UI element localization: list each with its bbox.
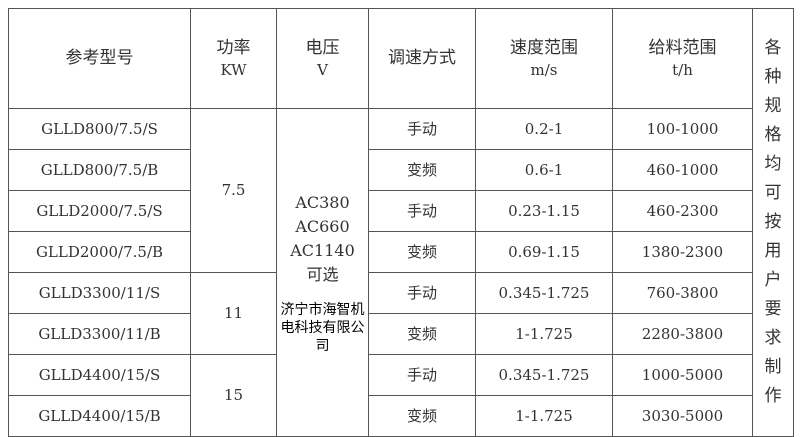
model-cell: GLLD3300/11/S [8,272,191,314]
model-cell: GLLD3300/11/B [8,313,191,355]
side-note-char: 制 [764,357,782,377]
table-row: GLLD4400/15/B 变频 1-1.725 3030-5000 [8,395,794,437]
table-row: GLLD800/7.5/B 变频 0.6-1 460-1000 [8,149,794,191]
header-model: 参考型号 [8,8,191,109]
side-note: 各种规格均可按用户要求制作 [752,8,794,437]
side-note-char: 户 [764,270,782,290]
header-speed: 速度范围 m/s [475,8,613,109]
speed-cell: 0.345-1.725 [475,354,613,396]
side-note-char: 求 [764,328,782,348]
power-cell: 7.5 [190,108,277,273]
speed-cell: 0.345-1.725 [475,272,613,314]
table-row: GLLD3300/11/B 变频 1-1.725 2280-3800 [8,313,794,355]
feed-cell: 460-2300 [612,190,753,232]
feed-cell: 2280-3800 [612,313,753,355]
mode-cell: 变频 [368,231,476,273]
feed-cell: 460-1000 [612,149,753,191]
mode-cell: 变频 [368,395,476,437]
side-note-char: 要 [764,299,782,319]
table-row: GLLD4400/15/S 15 手动 0.345-1.725 1000-5000 [8,354,794,437]
speed-cell: 0.23-1.15 [475,190,613,232]
header-voltage: 电压 V [276,8,369,109]
power-cell: 15 [190,354,277,437]
model-cell: GLLD4400/15/S [8,354,191,396]
table-row: GLLD800/7.5/S 7.5 AC380 AC660 AC1140 可选 济宁市海智机… [8,108,794,437]
side-note-char: 作 [764,386,782,406]
model-cell: GLLD800/7.5/S [8,108,191,150]
mode-cell: 变频 [368,313,476,355]
feed-cell: 1380-2300 [612,231,753,273]
model-cell: GLLD4400/15/B [8,395,191,437]
side-note-char: 格 [764,125,782,145]
power-cell: 11 [190,272,277,355]
header-mode: 调速方式 [368,8,476,109]
speed-cell: 0.69-1.15 [475,231,613,273]
model-cell: GLLD800/7.5/B [8,149,191,191]
model-cell: GLLD2000/7.5/S [8,190,191,232]
speed-cell: 1-1.725 [475,395,613,437]
side-note-char: 种 [764,67,782,87]
mode-cell: 手动 [368,272,476,314]
mode-cell: 变频 [368,149,476,191]
header-row: 参考型号 功率 KW 电压 V 调速方式 速度范围 m/s 给料范围 t/h 各种规格均… [8,8,794,437]
feed-cell: 3030-5000 [612,395,753,437]
watermark: 济宁市海智机电科技有限公司 [280,301,365,354]
table-row: GLLD3300/11/S 11 手动 0.345-1.725 760-3800 [8,272,794,355]
model-cell: GLLD2000/7.5/B [8,231,191,273]
speed-cell: 1-1.725 [475,313,613,355]
side-note-char: 用 [764,241,782,261]
mode-cell: 手动 [368,190,476,232]
feed-cell: 760-3800 [612,272,753,314]
table-row: GLLD2000/7.5/B 变频 0.69-1.15 1380-2300 [8,231,794,273]
mode-cell: 手动 [368,354,476,396]
speed-cell: 0.6-1 [475,149,613,191]
voltage-cell: AC380 AC660 AC1140 可选 济宁市海智机电科技有限公司 [276,108,369,437]
side-note-char: 各 [764,38,782,58]
header-feed: 给料范围 t/h [612,8,753,109]
side-note-char: 可 [764,183,782,203]
side-note-char: 均 [764,154,782,174]
feed-cell: 1000-5000 [612,354,753,396]
mode-cell: 手动 [368,108,476,150]
header-power: 功率 KW [190,8,277,109]
table-row: GLLD2000/7.5/S 手动 0.23-1.15 460-2300 [8,190,794,232]
side-note-char: 规 [764,96,782,116]
speed-cell: 0.2-1 [475,108,613,150]
side-note-char: 按 [764,212,782,232]
spec-table: 参考型号 功率 KW 电压 V 调速方式 速度范围 m/s 给料范围 t/h 各种规格均… [8,8,794,437]
feed-cell: 100-1000 [612,108,753,150]
